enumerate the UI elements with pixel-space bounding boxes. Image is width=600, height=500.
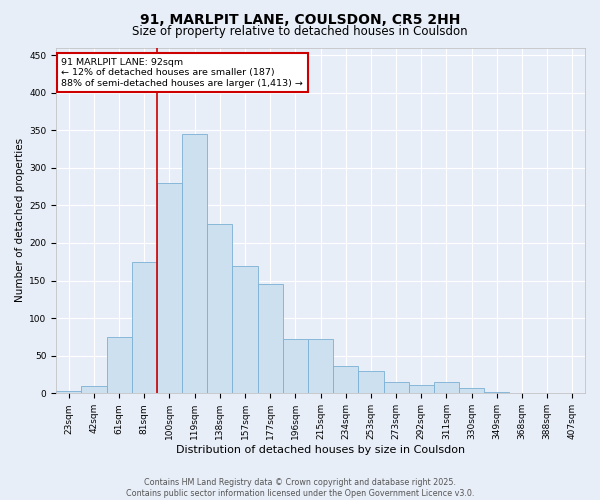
Bar xyxy=(509,392,535,394)
Text: Size of property relative to detached houses in Coulsdon: Size of property relative to detached ho… xyxy=(132,25,468,38)
Bar xyxy=(56,391,82,394)
Bar xyxy=(308,339,333,394)
Bar xyxy=(358,371,383,394)
Bar xyxy=(383,382,409,394)
Bar xyxy=(232,266,257,394)
Text: 91 MARLPIT LANE: 92sqm
← 12% of detached houses are smaller (187)
88% of semi-de: 91 MARLPIT LANE: 92sqm ← 12% of detached… xyxy=(61,58,304,88)
Bar xyxy=(182,134,207,394)
Bar xyxy=(207,224,232,394)
Bar xyxy=(283,339,308,394)
Bar xyxy=(82,386,107,394)
Bar xyxy=(409,385,434,394)
Bar xyxy=(459,388,484,394)
Bar xyxy=(434,382,459,394)
Bar xyxy=(157,183,182,394)
Y-axis label: Number of detached properties: Number of detached properties xyxy=(15,138,25,302)
Bar xyxy=(257,284,283,394)
Bar xyxy=(107,337,131,394)
Bar xyxy=(333,366,358,394)
Text: Contains HM Land Registry data © Crown copyright and database right 2025.
Contai: Contains HM Land Registry data © Crown c… xyxy=(126,478,474,498)
Text: 91, MARLPIT LANE, COULSDON, CR5 2HH: 91, MARLPIT LANE, COULSDON, CR5 2HH xyxy=(140,12,460,26)
Bar xyxy=(560,392,585,394)
X-axis label: Distribution of detached houses by size in Coulsdon: Distribution of detached houses by size … xyxy=(176,445,465,455)
Bar xyxy=(131,262,157,394)
Bar xyxy=(484,392,509,394)
